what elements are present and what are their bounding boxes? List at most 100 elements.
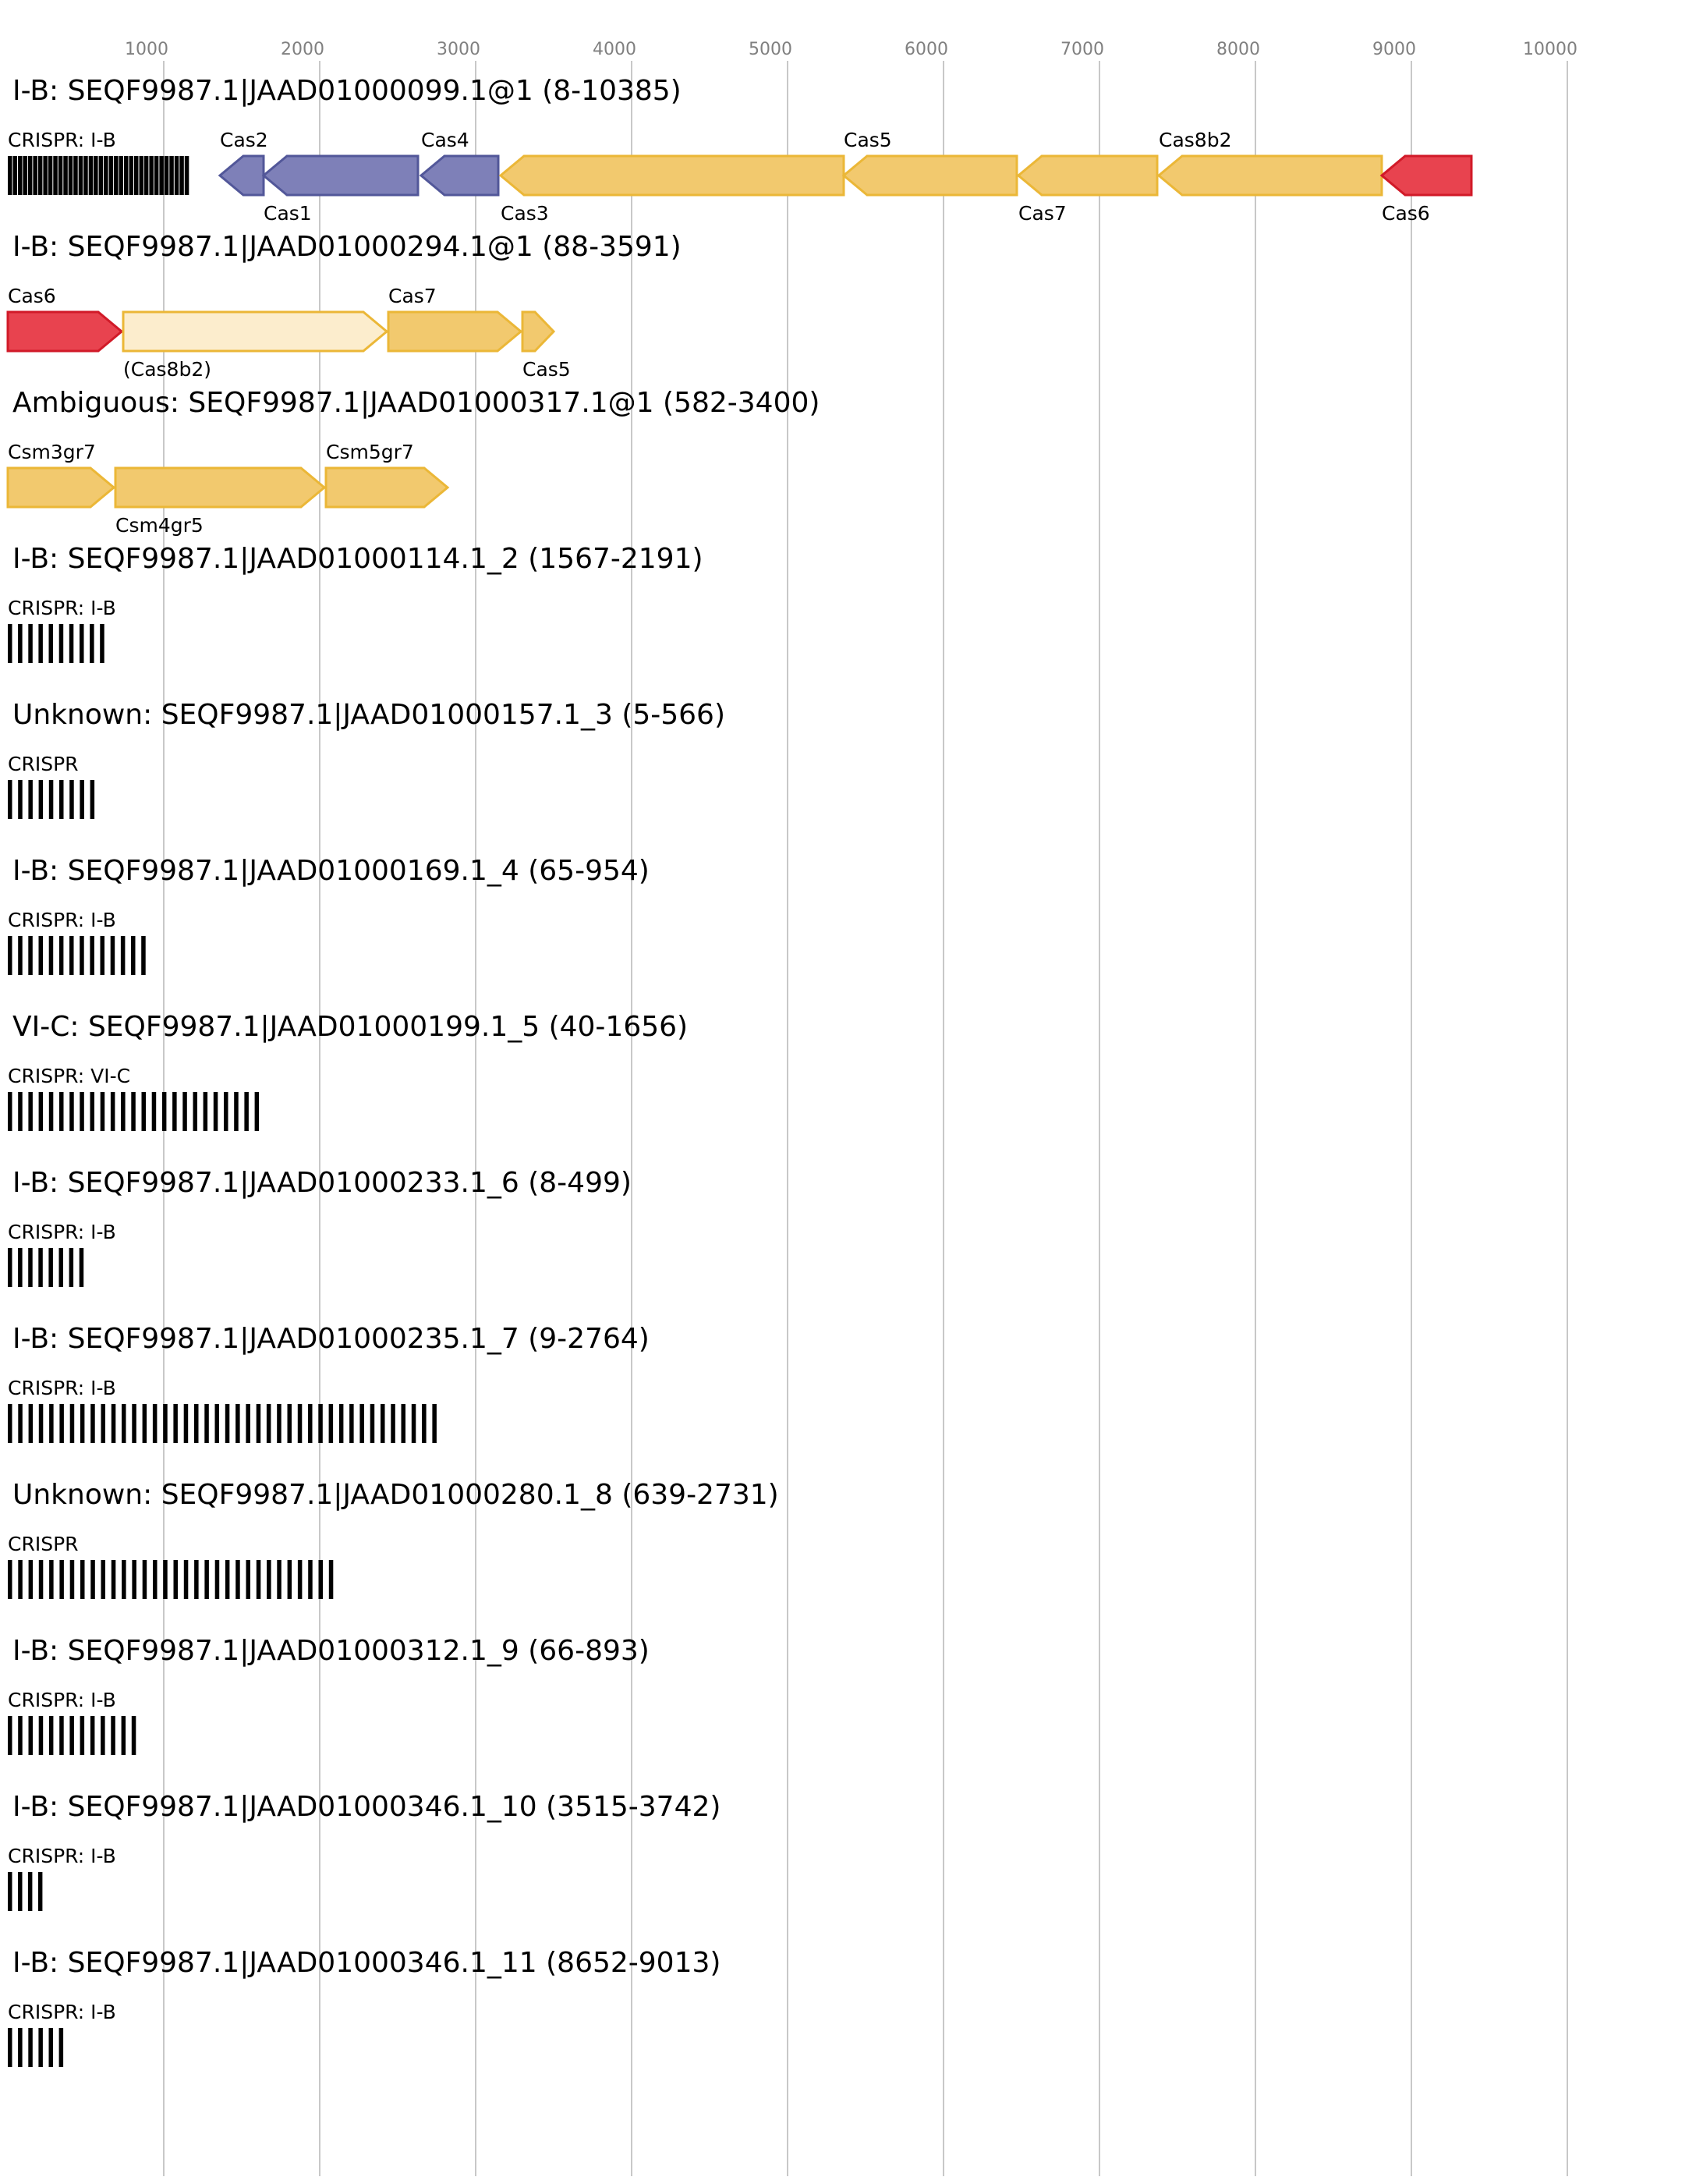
crispr-spacer — [80, 780, 84, 819]
crispr-spacer — [100, 1092, 105, 1131]
gene-label: Cas4 — [421, 129, 469, 151]
crispr-array — [8, 1404, 437, 1443]
crispr-spacer — [28, 1404, 34, 1443]
crispr-spacer — [48, 1248, 53, 1287]
crispr-spacer — [18, 1248, 23, 1287]
gene-cas7: Cas7 — [1016, 154, 1159, 225]
crispr-spacer — [235, 1560, 240, 1599]
crispr-spacer — [214, 1560, 220, 1599]
locus-row: I-B: SEQF9987.1|JAAD01000099.1@1 (8-1038… — [8, 75, 1473, 225]
crispr-spacer — [58, 936, 64, 975]
crispr-spacer — [194, 1404, 199, 1443]
crispr-spacer — [58, 2028, 64, 2067]
gene-label: Cas1 — [264, 202, 312, 225]
crispr-spacer — [63, 156, 68, 195]
locus-row: I-B: SEQF9987.1|JAAD01000346.1_10 (3515-… — [8, 1791, 721, 1911]
crispr-spacer — [90, 1560, 95, 1599]
crispr-spacer — [80, 1716, 85, 1755]
crispr-spacer — [370, 1404, 375, 1443]
crispr-label: CRISPR: I-B — [8, 2001, 116, 2023]
gene-cas1: Cas1 — [261, 154, 420, 225]
crispr-spacer — [37, 1872, 43, 1911]
gene-cas6: Cas6 — [6, 285, 124, 353]
gene-label: Cas3 — [501, 202, 549, 225]
crispr-array — [8, 1716, 136, 1755]
crispr-spacer — [411, 1404, 416, 1443]
crispr-spacer — [308, 1560, 313, 1599]
crispr-spacer — [338, 1404, 344, 1443]
locus-row: I-B: SEQF9987.1|JAAD01000294.1@1 (88-359… — [6, 231, 682, 381]
crispr-spacer — [18, 1716, 23, 1755]
crispr-spacer — [48, 624, 53, 663]
gene-arrow — [261, 154, 420, 197]
crispr-spacer — [391, 1404, 395, 1443]
crispr-spacer — [194, 1560, 199, 1599]
crispr-spacer — [131, 1716, 136, 1755]
gene-arrow — [122, 310, 389, 353]
crispr-spacer — [151, 1092, 157, 1131]
crispr-spacer — [101, 1560, 105, 1599]
crispr-spacer — [38, 780, 44, 819]
crispr-spacer — [224, 1092, 228, 1131]
crispr-spacer — [110, 1092, 115, 1131]
locus-title: I-B: SEQF9987.1|JAAD01000235.1_7 (9-2764… — [12, 1323, 650, 1355]
crispr-spacer — [48, 156, 53, 195]
crispr-spacer — [28, 780, 33, 819]
crispr-spacer — [121, 1092, 126, 1131]
crispr-spacer — [59, 1092, 64, 1131]
crispr-spacer — [159, 156, 164, 195]
gene-label: Cas7 — [1018, 202, 1067, 225]
crispr-spacer — [58, 1248, 63, 1287]
crispr-spacer — [297, 1404, 303, 1443]
crispr-spacer — [149, 156, 154, 195]
crispr-spacer — [49, 1404, 54, 1443]
locus-row: VI-C: SEQF9987.1|JAAD01000199.1_5 (40-16… — [8, 1011, 688, 1131]
crispr-label: CRISPR — [8, 753, 79, 775]
crispr-spacer — [28, 2028, 33, 2067]
gene-arrow — [6, 466, 116, 509]
gene-cas5: Cas5 — [841, 129, 1018, 197]
crispr-spacer — [432, 1404, 437, 1443]
crispr-spacer — [308, 1404, 313, 1443]
crispr-spacer — [38, 1560, 44, 1599]
gene-cas8b2: (Cas8b2) — [122, 310, 389, 381]
crispr-label: CRISPR: I-B — [8, 909, 116, 931]
crispr-spacer — [122, 1404, 126, 1443]
crispr-spacer — [8, 624, 12, 663]
gene-arrow — [521, 310, 556, 353]
crispr-spacer — [134, 156, 139, 195]
gene-csm3gr7: Csm3gr7 — [6, 441, 116, 509]
crispr-spacer — [111, 1404, 116, 1443]
crispr-spacer — [48, 936, 54, 975]
crispr-spacer — [328, 1404, 334, 1443]
gene-arrow — [1016, 154, 1159, 197]
gene-label: Cas6 — [8, 285, 56, 307]
crispr-label: CRISPR: I-B — [8, 129, 116, 151]
gene-arrow — [498, 154, 845, 197]
locus-row: I-B: SEQF9987.1|JAAD01000235.1_7 (9-2764… — [8, 1323, 650, 1443]
crispr-spacer — [287, 1560, 292, 1599]
crispr-spacer — [163, 1404, 168, 1443]
gene-arrow — [419, 154, 500, 197]
locus-title: Ambiguous: SEQF9987.1|JAAD01000317.1@1 (… — [12, 387, 820, 419]
crispr-spacer — [69, 1560, 75, 1599]
crispr-spacer — [235, 1404, 240, 1443]
crispr-spacer — [120, 936, 126, 975]
crispr-label: CRISPR: I-B — [8, 1689, 116, 1711]
crispr-spacer — [174, 156, 179, 195]
crispr-label: CRISPR: I-B — [8, 1377, 116, 1399]
crispr-spacer — [80, 1404, 85, 1443]
crispr-spacer — [8, 1872, 12, 1911]
crispr-spacer — [69, 1248, 74, 1287]
gene-cas2: Cas2 — [218, 129, 268, 197]
crispr-spacer — [28, 936, 33, 975]
tick-label: 1000 — [125, 40, 168, 59]
locus-title: I-B: SEQF9987.1|JAAD01000346.1_11 (8652-… — [12, 1947, 721, 1979]
gene-arrow — [387, 310, 523, 353]
crispr-spacer — [129, 156, 133, 195]
crispr-spacer — [234, 1092, 239, 1131]
gene-label: (Cas8b2) — [123, 358, 211, 381]
crispr-spacer — [173, 1404, 178, 1443]
crispr-spacer — [142, 1560, 147, 1599]
